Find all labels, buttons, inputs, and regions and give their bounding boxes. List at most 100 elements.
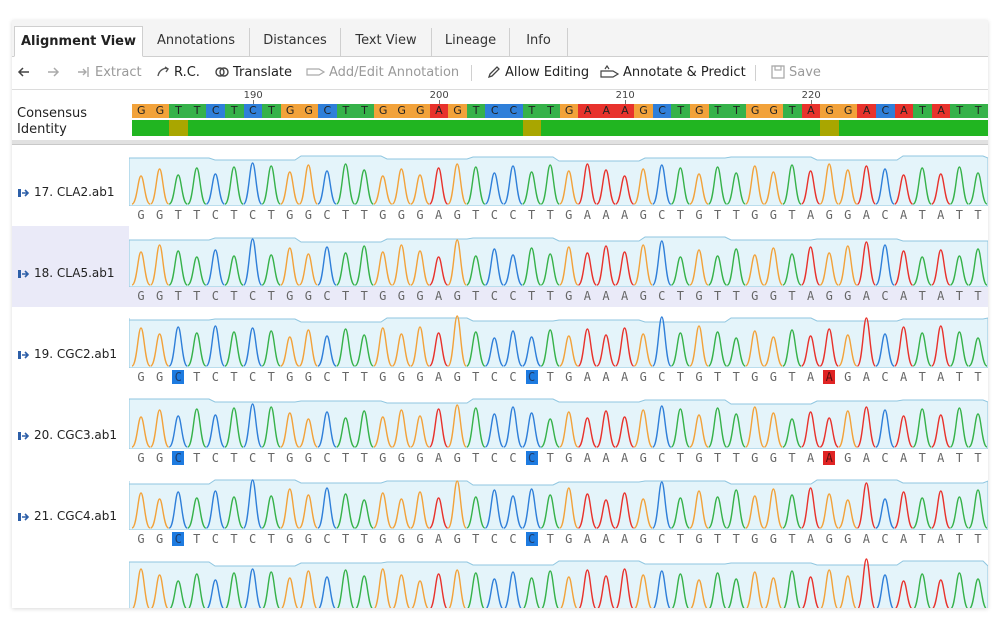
base-call[interactable]: A	[806, 370, 815, 384]
base-call[interactable]: G	[825, 289, 833, 303]
base-call[interactable]: A	[937, 451, 945, 465]
base-call[interactable]: G	[286, 532, 294, 546]
base-call[interactable]: T	[230, 289, 238, 303]
base-call[interactable]: C	[248, 208, 257, 222]
base-call[interactable]: T	[713, 532, 722, 546]
base-call[interactable]: T	[341, 532, 350, 546]
base-call[interactable]: A	[620, 451, 629, 465]
chromatogram[interactable]	[128, 469, 988, 531]
base-call[interactable]: T	[546, 370, 554, 384]
base-call[interactable]: T	[918, 451, 926, 465]
track-name[interactable]: 19. CGC2.ab1	[18, 347, 117, 361]
base-call[interactable]: G	[379, 208, 387, 222]
base-call[interactable]: T	[267, 289, 275, 303]
sequence-track[interactable]: 18. CLA5.ab1 G G T T C T C T G G C T T G G G A G T C C T T G A A A G…	[12, 226, 988, 307]
base-call[interactable]: G	[453, 370, 461, 384]
base-call[interactable]: G	[304, 208, 312, 222]
base-call[interactable]: T	[713, 289, 722, 303]
base-call[interactable]: G	[769, 451, 777, 465]
base-call[interactable]: T	[546, 208, 554, 222]
chromatogram[interactable]	[128, 307, 988, 369]
base-call[interactable]: T	[341, 451, 350, 465]
base-call[interactable]: G	[155, 532, 164, 546]
base-call[interactable]: T	[732, 532, 740, 546]
base-call[interactable]: C	[509, 208, 517, 222]
base-call[interactable]: T	[955, 208, 963, 222]
base-call[interactable]: G	[639, 532, 647, 546]
base-call[interactable]: G	[639, 451, 647, 465]
base-call[interactable]: T	[955, 451, 963, 465]
base-call[interactable]: T	[732, 370, 740, 384]
base-call[interactable]: T	[546, 451, 554, 465]
base-call[interactable]: G	[769, 289, 777, 303]
base-call[interactable]: C	[490, 289, 498, 303]
base-call[interactable]: T	[341, 289, 350, 303]
base-call[interactable]: G	[416, 289, 424, 303]
rc-button[interactable]: R.C.	[155, 64, 200, 82]
base-call[interactable]: G	[751, 289, 759, 303]
base-call[interactable]: A	[602, 451, 610, 465]
base-call[interactable]: G	[695, 370, 703, 384]
base-call[interactable]: C	[490, 208, 498, 222]
base-call[interactable]: G	[844, 451, 852, 465]
base-call[interactable]: C	[658, 532, 666, 546]
add-edit-annotation-button[interactable]: Add/Edit Annotation	[306, 64, 459, 82]
base-call[interactable]: T	[918, 289, 926, 303]
base-call[interactable]: A	[937, 289, 945, 303]
base-call[interactable]: T	[193, 451, 201, 465]
base-call[interactable]: A	[937, 370, 945, 384]
base-call[interactable]: T	[974, 289, 982, 303]
track-name[interactable]: 21. CGC4.ab1	[18, 509, 117, 523]
base-call[interactable]: C	[881, 208, 889, 222]
base-call[interactable]: T	[676, 289, 684, 303]
base-call[interactable]: T	[360, 208, 368, 222]
base-call[interactable]: A	[937, 208, 945, 222]
base-call[interactable]: T	[676, 532, 684, 546]
base-call[interactable]: G	[695, 208, 703, 222]
base-call[interactable]: A	[602, 370, 610, 384]
chromatogram[interactable]	[128, 226, 988, 288]
base-call[interactable]: G	[155, 208, 164, 222]
base-call[interactable]: T	[546, 289, 554, 303]
base-call[interactable]: G	[137, 451, 145, 465]
base-call[interactable]: T	[732, 451, 740, 465]
base-call[interactable]: T	[360, 532, 368, 546]
tab-text-view[interactable]: Text View	[341, 28, 432, 56]
tab-info[interactable]: Info	[510, 28, 568, 56]
base-call[interactable]: T	[360, 451, 368, 465]
base-call[interactable]: C	[509, 451, 517, 465]
base-call[interactable]: C	[525, 370, 538, 384]
tab-alignment-view[interactable]: Alignment View	[14, 26, 143, 57]
base-call[interactable]: T	[955, 532, 963, 546]
base-call[interactable]: A	[583, 289, 591, 303]
base-call[interactable]: C	[323, 208, 331, 222]
base-call[interactable]: A	[583, 532, 591, 546]
base-call[interactable]: C	[658, 208, 666, 222]
base-call[interactable]: T	[676, 208, 684, 222]
base-call[interactable]: G	[397, 208, 405, 222]
base-call[interactable]: A	[862, 532, 870, 546]
base-call[interactable]: G	[565, 208, 573, 222]
base-call[interactable]: G	[844, 370, 852, 384]
base-call[interactable]: C	[881, 532, 889, 546]
base-call[interactable]: G	[639, 208, 647, 222]
base-call[interactable]: G	[137, 289, 145, 303]
base-call[interactable]: C	[211, 208, 219, 222]
base-call[interactable]: C	[323, 370, 331, 384]
back-button[interactable]	[17, 64, 34, 82]
base-call[interactable]: T	[230, 370, 238, 384]
base-call[interactable]: G	[397, 451, 405, 465]
base-call[interactable]: C	[248, 289, 257, 303]
base-call[interactable]: T	[713, 451, 722, 465]
base-call[interactable]: C	[490, 370, 498, 384]
base-call[interactable]: G	[304, 370, 312, 384]
base-call[interactable]: G	[751, 532, 759, 546]
base-call[interactable]: G	[155, 370, 164, 384]
base-call[interactable]: G	[751, 451, 759, 465]
base-call[interactable]: T	[267, 208, 275, 222]
base-call[interactable]: G	[137, 532, 145, 546]
base-call[interactable]: T	[788, 370, 796, 384]
base-call[interactable]: G	[416, 208, 424, 222]
base-call[interactable]: T	[788, 208, 796, 222]
